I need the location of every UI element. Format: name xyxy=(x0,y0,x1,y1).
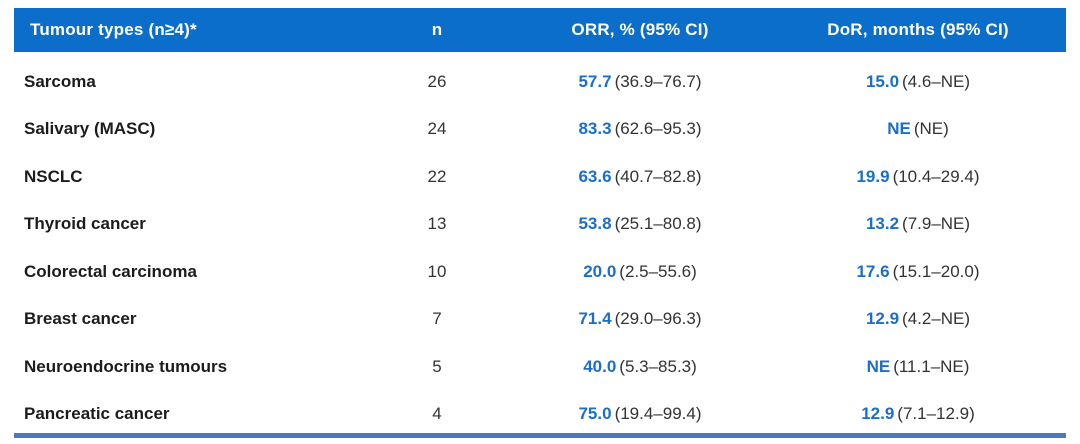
orr-confidence-interval: (29.0–96.3) xyxy=(614,309,702,329)
tumour-type-label: Salivary (MASC) xyxy=(24,119,156,139)
orr-confidence-interval: (19.4–99.4) xyxy=(614,404,702,424)
dor-cell: 12.9 (4.2–NE) xyxy=(770,309,1066,329)
n-value: 4 xyxy=(432,404,442,424)
table-row: Neuroendocrine tumours 5 40.0 (5.3–85.3) … xyxy=(14,343,1066,391)
orr-cell: 40.0 (5.3–85.3) xyxy=(510,357,770,377)
table-row: Sarcoma 26 57.7 (36.9–76.7) 15.0 (4.6–NE) xyxy=(14,58,1066,106)
dor-cell: 13.2 (7.9–NE) xyxy=(770,214,1066,234)
dor-confidence-interval: (11.1–NE) xyxy=(893,356,970,376)
n-value: 22 xyxy=(427,166,447,186)
dor-cell: 17.6 (15.1–20.0) xyxy=(770,262,1066,282)
dor-confidence-interval: (15.1–20.0) xyxy=(892,261,980,281)
orr-cell: 53.8 (25.1–80.8) xyxy=(510,214,770,234)
dor-cell: NE (NE) xyxy=(770,119,1066,139)
column-header-orr: ORR, % (95% CI) xyxy=(571,20,709,39)
tumour-type-label: Pancreatic cancer xyxy=(24,404,170,424)
orr-point-estimate: 83.3 xyxy=(578,119,612,139)
table-row: NSCLC 22 63.6 (40.7–82.8) 19.9 (10.4–29.4) xyxy=(14,153,1066,201)
n-value: 10 xyxy=(427,261,447,281)
dor-point-estimate: NE xyxy=(887,119,911,139)
dor-point-estimate: 19.9 xyxy=(856,166,890,186)
orr-point-estimate: 40.0 xyxy=(583,356,617,376)
column-header-n: n xyxy=(431,20,443,39)
orr-point-estimate: 57.7 xyxy=(578,71,612,91)
column-header-tumour-types: Tumour types (n≥4)* xyxy=(30,20,197,39)
dor-confidence-interval: (4.2–NE) xyxy=(902,309,971,329)
orr-confidence-interval: (2.5–55.6) xyxy=(619,261,697,281)
n-value: 24 xyxy=(427,119,447,139)
orr-confidence-interval: (25.1–80.8) xyxy=(614,214,702,234)
orr-point-estimate: 71.4 xyxy=(578,309,612,329)
orr-cell: 20.0 (2.5–55.6) xyxy=(510,262,770,282)
dor-point-estimate: 13.2 xyxy=(865,214,900,234)
orr-cell: 57.7 (36.9–76.7) xyxy=(510,72,770,92)
table-body: Sarcoma 26 57.7 (36.9–76.7) 15.0 (4.6–NE) … xyxy=(14,58,1066,438)
dor-cell: 12.9 (7.1–12.9) xyxy=(770,404,1066,424)
orr-cell: 71.4 (29.0–96.3) xyxy=(510,309,770,329)
tumour-type-label: Thyroid cancer xyxy=(24,214,146,234)
tumour-type-label: Colorectal carcinoma xyxy=(24,261,197,281)
table-row: Colorectal carcinoma 10 20.0 (2.5–55.6) 1… xyxy=(14,248,1066,296)
orr-point-estimate: 63.6 xyxy=(578,166,612,186)
n-value: 13 xyxy=(427,214,447,234)
orr-point-estimate: 75.0 xyxy=(578,404,612,424)
orr-cell: 63.6 (40.7–82.8) xyxy=(510,167,770,187)
dor-point-estimate: NE xyxy=(866,356,891,376)
orr-point-estimate: 20.0 xyxy=(583,261,617,281)
table-row: Breast cancer 7 71.4 (29.0–96.3) 12.9 (4.2… xyxy=(14,296,1066,344)
dor-confidence-interval: (10.4–29.4) xyxy=(892,166,980,186)
dor-cell: NE (11.1–NE) xyxy=(770,357,1066,377)
bottom-rule xyxy=(14,433,1066,438)
orr-cell: 83.3 (62.6–95.3) xyxy=(510,119,770,139)
tumour-type-label: Breast cancer xyxy=(24,309,137,329)
table-row: Pancreatic cancer 4 75.0 (19.4–99.4) 12.9… xyxy=(14,391,1066,439)
table-row: Salivary (MASC) 24 83.3 (62.6–95.3) NE (NE… xyxy=(14,106,1066,154)
dor-point-estimate: 12.9 xyxy=(861,404,895,424)
n-value: 5 xyxy=(432,356,442,376)
table-header-row: Tumour types (n≥4)* n ORR, % (95% CI) Do… xyxy=(14,8,1066,52)
dor-confidence-interval: (4.6–NE) xyxy=(902,71,971,91)
dor-confidence-interval: (NE) xyxy=(913,119,949,139)
dor-point-estimate: 12.9 xyxy=(865,309,900,329)
orr-confidence-interval: (40.7–82.8) xyxy=(614,166,702,186)
orr-confidence-interval: (62.6–95.3) xyxy=(614,119,702,139)
column-header-dor: DoR, months (95% CI) xyxy=(827,20,1009,39)
orr-confidence-interval: (36.9–76.7) xyxy=(614,71,702,91)
dor-point-estimate: 17.6 xyxy=(856,261,890,281)
orr-confidence-interval: (5.3–85.3) xyxy=(619,356,697,376)
dor-confidence-interval: (7.9–NE) xyxy=(902,214,971,234)
dor-cell: 15.0 (4.6–NE) xyxy=(770,72,1066,92)
n-value: 7 xyxy=(432,309,442,329)
orr-cell: 75.0 (19.4–99.4) xyxy=(510,404,770,424)
n-value: 26 xyxy=(427,71,447,91)
orr-point-estimate: 53.8 xyxy=(578,214,612,234)
dor-cell: 19.9 (10.4–29.4) xyxy=(770,167,1066,187)
tumour-type-label: NSCLC xyxy=(24,166,83,186)
tumour-type-label: Sarcoma xyxy=(24,71,96,91)
table-row: Thyroid cancer 13 53.8 (25.1–80.8) 13.2 (7… xyxy=(14,201,1066,249)
tumour-type-label: Neuroendocrine tumours xyxy=(24,356,228,376)
dor-point-estimate: 15.0 xyxy=(865,71,900,91)
dor-confidence-interval: (7.1–12.9) xyxy=(897,404,975,424)
